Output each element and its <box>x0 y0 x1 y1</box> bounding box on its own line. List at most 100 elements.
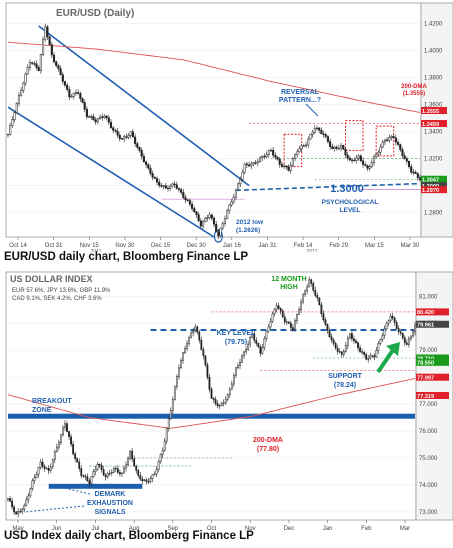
channel-lower-line <box>7 106 215 238</box>
usd-index-chart: 81.00080.00079.00078.00077.00076.00075.0… <box>5 271 453 532</box>
candle-body <box>300 145 303 150</box>
candle-body <box>114 467 117 470</box>
x-tick-label: May <box>12 526 23 532</box>
candle-body <box>147 164 150 169</box>
candle-body <box>218 405 221 407</box>
usd-x-axis: MayJunJulAugSepOctNovDecJanFebMar2011201… <box>12 520 410 532</box>
x-tick-label: Mar <box>400 526 410 532</box>
demark-bar <box>48 483 143 489</box>
candle-body <box>17 94 21 104</box>
candle-body <box>214 399 217 404</box>
candle-body <box>212 217 216 225</box>
candle-body <box>78 461 81 469</box>
candle-body <box>94 119 97 123</box>
candle-body <box>47 468 50 471</box>
candle-body <box>79 93 82 99</box>
price-tag <box>421 182 447 190</box>
candle-body <box>49 466 52 471</box>
candle-body <box>39 461 42 468</box>
candle-body <box>340 145 343 149</box>
candle-body <box>245 163 248 166</box>
candle-body <box>355 340 357 343</box>
price-tag-label: 1.3555 <box>422 109 439 115</box>
eurusd-200dma-line <box>7 41 421 114</box>
candle-body <box>136 143 139 148</box>
psych-level-line <box>235 182 421 192</box>
candle-body <box>190 332 193 338</box>
low-label-2: (1.2626) <box>236 227 260 234</box>
candle-body <box>188 200 191 205</box>
x-tick-label: Jan 31 <box>258 243 277 249</box>
candle-body <box>133 458 136 467</box>
candle-body <box>281 310 284 317</box>
candle-body <box>309 134 312 140</box>
candle-body <box>163 440 166 451</box>
candle-body <box>351 159 354 161</box>
candle-body <box>77 92 80 94</box>
candle-body <box>105 115 108 118</box>
candle-body <box>367 358 370 360</box>
candle-body <box>196 326 199 333</box>
candle-body <box>397 141 400 145</box>
candle-body <box>199 220 202 227</box>
candle-body <box>162 185 165 187</box>
candle-body <box>324 134 327 137</box>
candle-body <box>169 410 172 419</box>
candle-body <box>296 314 298 321</box>
candle-body <box>61 74 64 82</box>
candle-body <box>230 201 233 206</box>
candle-body <box>279 308 282 312</box>
candle-body <box>217 231 220 237</box>
candle-body <box>285 321 288 323</box>
candle-body <box>158 181 161 186</box>
low-label-1: 2012 low <box>236 219 264 226</box>
candle-body <box>90 116 93 118</box>
candle-body <box>285 165 288 168</box>
x-tick-label: Nov 15 <box>80 243 100 249</box>
candle-body <box>395 322 398 329</box>
candle-body <box>370 162 373 167</box>
candle-body <box>35 474 38 478</box>
candle-body <box>334 343 337 349</box>
x-tick-label: Mar 15 <box>365 243 384 249</box>
candle-body <box>147 481 150 483</box>
price-tag <box>421 186 447 194</box>
y-tick-label: 77.000 <box>419 402 438 408</box>
candle-body <box>66 423 68 432</box>
candle-body <box>412 171 415 174</box>
candle-body <box>312 283 315 291</box>
candle-body <box>173 183 176 186</box>
candle-body <box>171 183 174 187</box>
candle-body <box>259 346 262 354</box>
candle-body <box>137 470 140 476</box>
candle-body <box>322 133 325 135</box>
candle-body <box>269 149 273 152</box>
candle-body <box>403 155 406 160</box>
candle-body <box>407 160 411 168</box>
candle-body <box>157 461 160 470</box>
candle-body <box>82 475 85 477</box>
candle-body <box>320 129 323 135</box>
candle-body <box>153 176 156 179</box>
candle-body <box>333 146 336 149</box>
candle-body <box>324 319 327 325</box>
candle-body <box>311 132 314 135</box>
candle-body <box>414 172 417 174</box>
candle-body <box>191 203 194 209</box>
candle-body <box>27 495 30 501</box>
x-tick-label: Sep <box>167 526 178 532</box>
candle-body <box>19 511 22 513</box>
candle-body <box>42 38 45 55</box>
candle-body <box>119 472 121 475</box>
candle-body <box>300 301 302 311</box>
candle-body <box>272 149 275 156</box>
candle-body <box>15 511 18 515</box>
candle-body <box>298 309 300 315</box>
reversal-label-2: PATTERN...? <box>279 97 321 104</box>
candle-body <box>145 161 148 165</box>
candle-body <box>106 473 109 478</box>
candle-body <box>60 434 62 443</box>
candle-body <box>55 61 58 66</box>
candle-body <box>223 218 227 224</box>
candle-body <box>387 320 390 324</box>
